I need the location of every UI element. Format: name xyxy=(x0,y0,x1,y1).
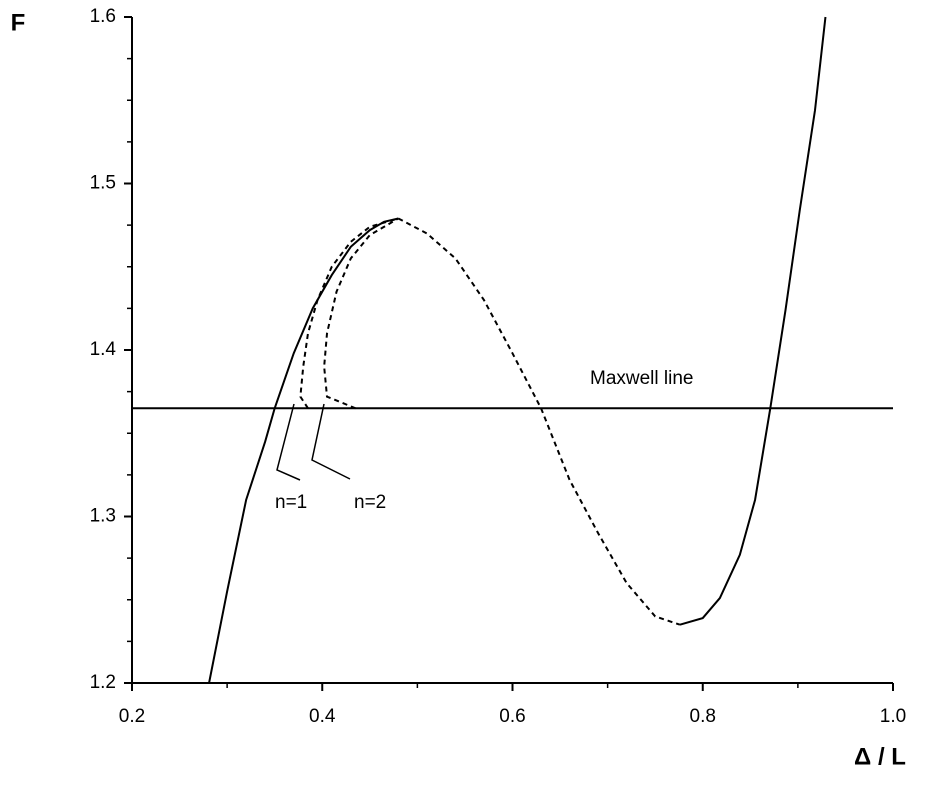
y-tick-label: 1.2 xyxy=(90,672,116,693)
curve xyxy=(679,16,827,626)
y-tick-label: 1.3 xyxy=(90,506,116,527)
y-tick-label: 1.5 xyxy=(90,173,116,194)
n2-pointer xyxy=(311,403,351,480)
curve xyxy=(208,217,399,684)
maxwell-label: Maxwell line xyxy=(590,368,693,389)
y-tick-label: 1.6 xyxy=(90,6,116,27)
x-tick-label: 1.0 xyxy=(880,706,906,727)
x-axis-title: Δ / L xyxy=(854,743,906,770)
x-tick-label: 0.4 xyxy=(309,706,336,727)
x-tick-label: 0.8 xyxy=(690,706,716,727)
curve xyxy=(323,217,399,410)
y-tick-label: 1.4 xyxy=(90,339,117,360)
n1-label: n=1 xyxy=(275,492,307,513)
curve xyxy=(299,217,399,409)
x-tick-label: 0.6 xyxy=(499,706,525,727)
curve xyxy=(397,217,681,626)
n1-pointer xyxy=(276,403,301,481)
x-tick-label: 0.2 xyxy=(119,706,145,727)
n2-label: n=2 xyxy=(354,492,386,513)
y-axis-title: F xyxy=(11,9,26,36)
